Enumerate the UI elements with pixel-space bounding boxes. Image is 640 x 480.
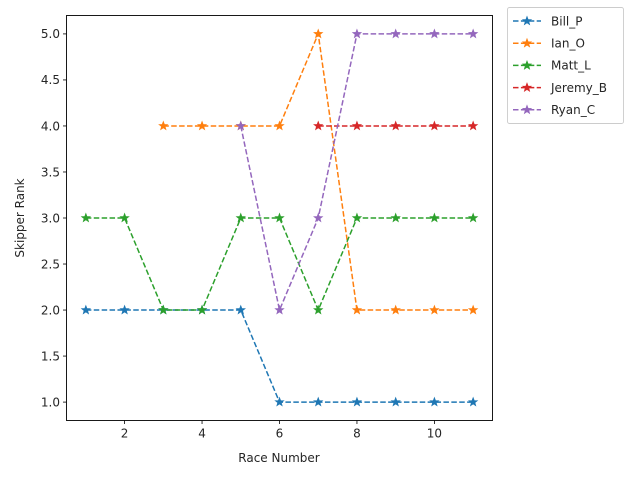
data-point-matt-l (390, 212, 401, 223)
data-point-jeremy-b (467, 120, 479, 131)
data-point-ryan-c (274, 304, 285, 315)
y-tick-label: 1.5 (41, 349, 60, 363)
data-point-bill-p (80, 304, 92, 315)
data-point-matt-l (429, 212, 440, 223)
data-point-bill-p (351, 396, 363, 407)
y-tick-label: 4.5 (41, 73, 60, 87)
chart-marks (80, 28, 479, 407)
data-point-ryan-c (235, 120, 246, 131)
legend-marker-matt-l (521, 59, 533, 70)
data-point-ian-o (429, 304, 440, 315)
x-tick-label: 2 (121, 427, 129, 441)
x-axis-label: Race Number (238, 451, 319, 465)
legend-label-bill-p: Bill_P (551, 14, 582, 28)
legend-marker-ryan-c (521, 104, 533, 115)
data-point-matt-l (80, 212, 92, 223)
legend-label-matt-l: Matt_L (551, 59, 591, 73)
data-point-ian-o (274, 120, 285, 131)
legend: Bill_P Ian_O Matt_L Jeremy_B Ryan_C (507, 7, 624, 124)
data-point-bill-p (119, 304, 130, 315)
data-point-matt-l (467, 212, 479, 223)
data-point-ian-o (158, 120, 169, 131)
data-point-jeremy-b (429, 120, 440, 131)
x-tick-label: 10 (427, 427, 442, 441)
y-tick-label: 1.0 (41, 395, 60, 409)
data-point-bill-p (274, 396, 285, 407)
x-tick-label: 6 (276, 427, 284, 441)
data-point-jeremy-b (390, 120, 401, 131)
legend-label-jeremy-b: Jeremy_B (550, 81, 607, 95)
y-tick-label: 2.0 (41, 303, 60, 317)
data-point-ian-o (196, 120, 208, 131)
data-point-ryan-c (390, 28, 401, 39)
data-point-matt-l (235, 212, 246, 223)
y-axis-label: Skipper Rank (13, 178, 27, 257)
y-tick-label: 3.5 (41, 165, 60, 179)
data-point-bill-p (467, 396, 479, 407)
y-tick-label: 3.0 (41, 211, 60, 225)
data-point-bill-p (390, 396, 401, 407)
data-point-bill-p (429, 396, 440, 407)
data-point-bill-p (235, 304, 246, 315)
data-point-ian-o (351, 304, 363, 315)
y-tick-label: 4.0 (41, 119, 60, 133)
legend-marker-bill-p (521, 15, 533, 26)
legend-frame (507, 7, 624, 124)
x-tick-label: 8 (353, 427, 361, 441)
legend-marker-ian-o (521, 37, 533, 48)
y-tick-label: 5.0 (41, 27, 60, 41)
data-point-jeremy-b (313, 120, 324, 131)
data-point-jeremy-b (351, 120, 363, 131)
data-point-matt-l (158, 304, 169, 315)
data-point-matt-l (119, 212, 130, 223)
y-axis: 1.0 1.5 2.0 2.5 3.0 3.5 4.0 4.5 5.0 (41, 27, 67, 409)
data-point-matt-l (196, 304, 208, 315)
data-point-matt-l (274, 212, 285, 223)
data-point-ryan-c (351, 28, 363, 39)
x-axis: 2 4 6 8 10 (121, 420, 442, 441)
x-tick-label: 4 (198, 427, 206, 441)
legend-label-ryan-c: Ryan_C (551, 103, 595, 117)
data-point-ryan-c (313, 212, 324, 223)
data-point-ryan-c (467, 28, 479, 39)
legend-label-ian-o: Ian_O (551, 37, 585, 51)
data-point-ian-o (313, 28, 324, 39)
series-line-matt-l (85, 217, 474, 312)
data-point-matt-l (351, 212, 363, 223)
data-point-matt-l (313, 304, 324, 315)
y-tick-label: 2.5 (41, 257, 60, 271)
data-point-ryan-c (429, 28, 440, 39)
data-point-ian-o (390, 304, 401, 315)
data-point-ian-o (467, 304, 479, 315)
legend-marker-jeremy-b (521, 82, 533, 93)
data-point-bill-p (313, 396, 324, 407)
